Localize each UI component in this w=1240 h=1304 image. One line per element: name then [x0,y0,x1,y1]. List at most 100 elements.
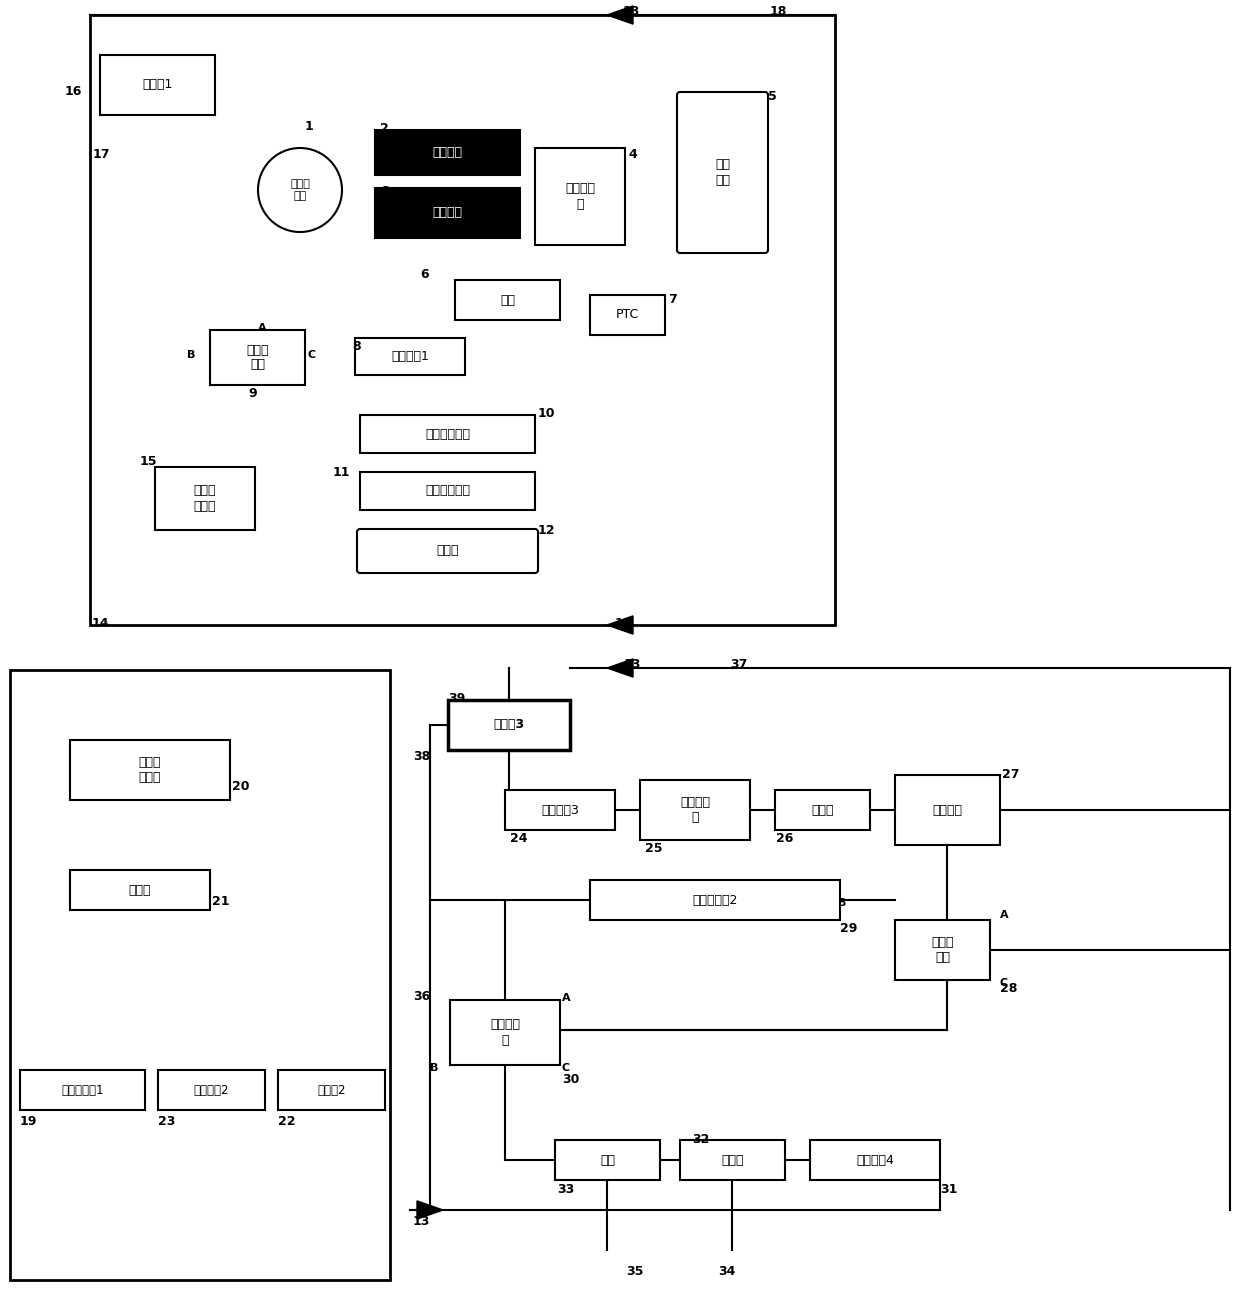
Bar [360,472,534,510]
Bar [810,1140,940,1180]
Text: 8: 8 [352,340,361,353]
Text: 13: 13 [413,1215,430,1228]
Text: 蓄水壶1: 蓄水壶1 [143,78,172,91]
Text: 7: 7 [668,293,677,306]
Text: 18: 18 [770,5,787,18]
Text: 发动机
水泵: 发动机 水泵 [290,179,310,201]
Bar [450,1000,560,1065]
Bar [374,188,520,239]
Text: 发动机油冷器: 发动机油冷器 [425,428,470,441]
Bar [680,1140,785,1180]
Text: 10: 10 [538,407,556,420]
Polygon shape [417,1201,443,1219]
Text: 28: 28 [999,982,1017,995]
Text: 散热器: 散热器 [436,545,459,558]
Text: 电子水泵2: 电子水泵2 [193,1084,229,1097]
Text: 31: 31 [940,1183,957,1196]
Text: B: B [430,1063,439,1073]
Text: 调温
器座: 调温 器座 [715,159,730,186]
Text: 蓄水壶2: 蓄水壶2 [317,1084,346,1097]
Text: 缸体调温
器: 缸体调温 器 [565,183,595,210]
Bar [374,130,520,175]
Bar [100,55,215,115]
Bar [775,790,870,831]
Text: C: C [562,1063,570,1073]
Text: 36: 36 [413,990,430,1003]
Polygon shape [608,659,632,677]
Bar [69,870,210,910]
Text: 11: 11 [334,466,351,479]
Bar [155,467,255,529]
Polygon shape [608,615,632,634]
Bar [590,295,665,335]
Text: 19: 19 [20,1115,37,1128]
Text: 换热器: 换热器 [722,1154,744,1167]
Text: 13: 13 [622,5,640,18]
Bar [556,1140,660,1180]
Text: 蓄水壶3: 蓄水壶3 [494,719,525,732]
Bar [448,700,570,750]
Text: 散热器
调温器: 散热器 调温器 [193,485,216,512]
Bar [355,338,465,376]
Text: 34: 34 [718,1265,735,1278]
Text: 32: 32 [692,1133,709,1146]
Text: B: B [838,898,847,908]
Text: 变速箱油冷器: 变速箱油冷器 [425,485,470,498]
Text: C: C [999,978,1008,988]
Text: 20: 20 [232,780,249,793]
Text: 35: 35 [626,1265,644,1278]
Text: 电子水泵4: 电子水泵4 [856,1154,894,1167]
Text: 3: 3 [381,185,389,198]
Text: 23: 23 [157,1115,175,1128]
Text: 1: 1 [305,120,314,133]
Bar [505,790,615,831]
Text: 2: 2 [379,123,389,136]
Text: 21: 21 [212,895,229,908]
Text: A: A [562,994,570,1003]
Text: 第二三通
阀: 第二三通 阀 [490,1018,520,1047]
Text: 13: 13 [624,659,641,672]
Text: 第一三
通阀: 第一三 通阀 [247,343,269,372]
Text: 37: 37 [730,659,748,672]
Text: 4: 4 [627,147,637,160]
Text: 电机控制
器: 电机控制 器 [680,795,711,824]
Text: 驱动电机: 驱动电机 [932,803,962,816]
Text: 5: 5 [768,90,776,103]
Bar [278,1071,384,1110]
Bar [360,415,534,452]
Text: 低温散热器1: 低温散热器1 [61,1084,104,1097]
Text: 30: 30 [562,1073,579,1086]
Text: 38: 38 [413,750,430,763]
Text: C: C [308,349,315,360]
Text: 6: 6 [420,269,429,280]
Bar [895,775,999,845]
Text: 25: 25 [645,842,662,855]
Text: 电子水泵3: 电子水泵3 [541,803,579,816]
Text: 9: 9 [248,387,257,400]
Text: 29: 29 [839,922,857,935]
Text: 电池: 电池 [600,1154,615,1167]
Text: 缸体水套: 缸体水套 [433,206,463,219]
Polygon shape [608,7,632,23]
Text: 17: 17 [93,147,110,160]
Text: A: A [999,910,1008,921]
Text: 16: 16 [64,85,82,98]
Text: 第二三
通阀: 第二三 通阀 [931,936,954,964]
Text: 缸盖水套: 缸盖水套 [433,146,463,159]
FancyBboxPatch shape [357,529,538,572]
Bar [895,921,990,981]
Text: 电子水泵1: 电子水泵1 [391,349,429,363]
Text: 33: 33 [557,1183,574,1196]
Text: A: A [258,323,267,333]
Bar [157,1071,265,1110]
Bar [455,280,560,319]
Text: 增压器
冷却器: 增压器 冷却器 [139,756,161,784]
Text: B: B [187,349,196,360]
Text: 低温散热器2: 低温散热器2 [692,893,738,906]
Bar [69,739,229,799]
Text: 12: 12 [538,524,556,537]
Text: 27: 27 [1002,768,1019,781]
Text: 15: 15 [140,455,157,468]
Text: 14: 14 [92,617,109,630]
FancyBboxPatch shape [677,93,768,253]
